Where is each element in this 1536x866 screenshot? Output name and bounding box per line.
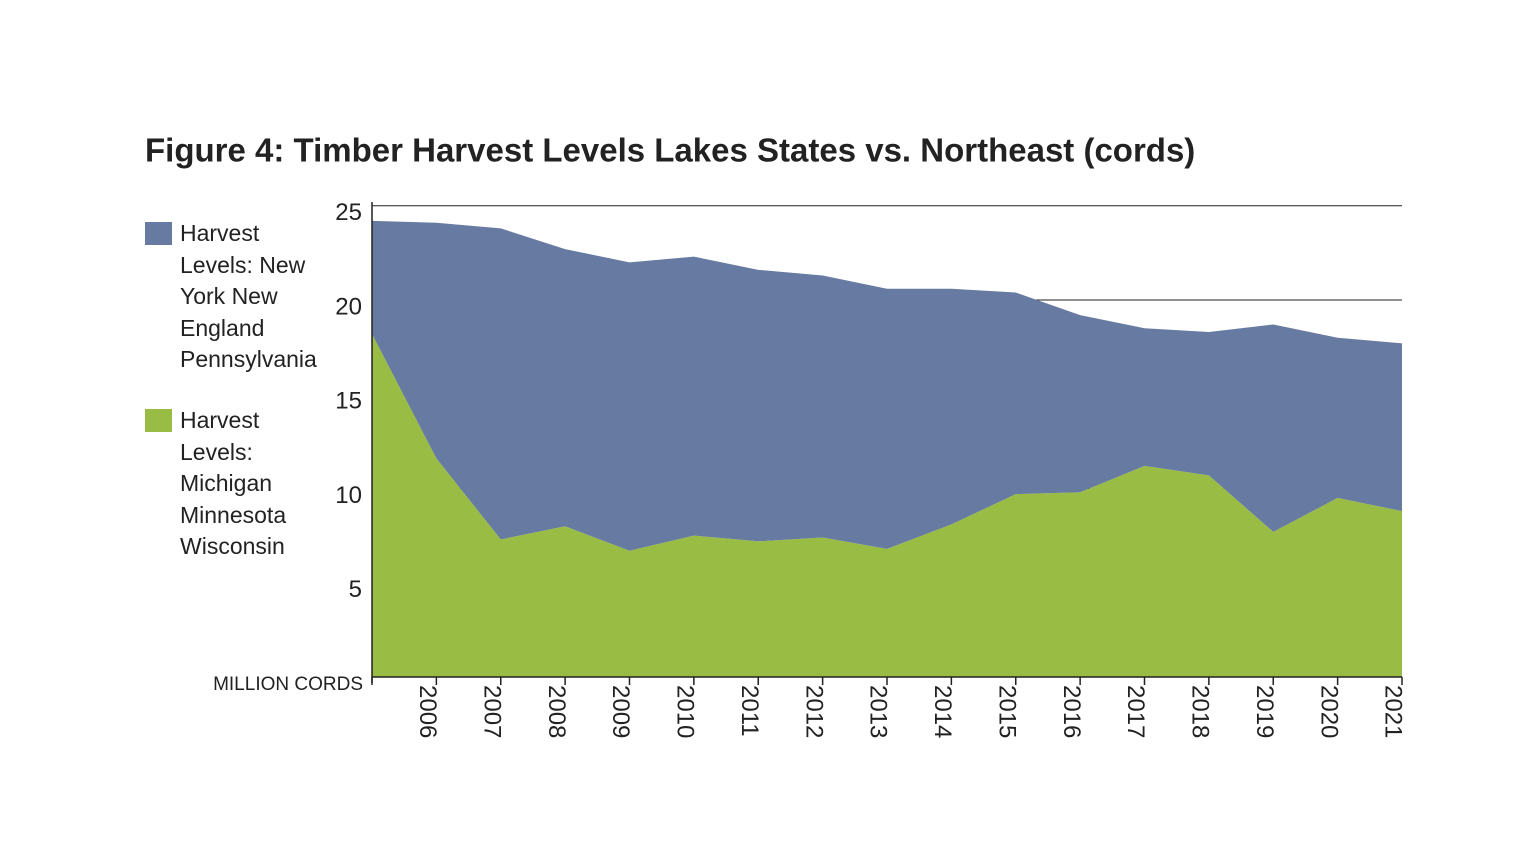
y-tick-label: 15 — [335, 388, 362, 415]
y-axis-label: MILLION CORDS — [213, 674, 363, 695]
x-tick-label: 2011 — [736, 685, 763, 737]
x-tick-label: 2013 — [865, 685, 892, 738]
y-tick-label: 5 — [349, 576, 362, 603]
x-tick-label: 2012 — [800, 685, 827, 738]
x-tick-label: 2010 — [672, 685, 699, 738]
x-tick-label: 2016 — [1058, 685, 1085, 738]
x-tick-label: 2021 — [1380, 685, 1407, 738]
x-tick-label: 2018 — [1187, 685, 1214, 738]
x-tick-label: 2014 — [929, 685, 956, 738]
legend-label: Harvest Levels: New York New England Pen… — [180, 220, 317, 372]
area — [372, 333, 1402, 677]
x-tick-label: 2008 — [543, 685, 570, 738]
legend-swatch — [145, 222, 172, 245]
y-tick-label: 20 — [335, 293, 362, 320]
y-tick-label: 10 — [335, 482, 362, 509]
x-tick-label: 2019 — [1251, 685, 1278, 738]
y-tick-label: 25 — [335, 199, 362, 226]
area — [372, 220, 1402, 551]
x-tick-label: 2006 — [414, 685, 441, 738]
x-tick-label: 2009 — [607, 685, 634, 738]
x-tick-label: 2017 — [1122, 685, 1149, 738]
chart-title: Figure 4: Timber Harvest Levels Lakes St… — [145, 132, 1195, 169]
x-tick-label: 2007 — [478, 685, 505, 738]
legend-label: Harvest Levels: Michigan Minnesota Wisco… — [180, 407, 287, 559]
x-tick-label: 2015 — [993, 685, 1020, 738]
legend-swatch — [145, 409, 172, 432]
x-tick-label: 2020 — [1315, 685, 1342, 738]
